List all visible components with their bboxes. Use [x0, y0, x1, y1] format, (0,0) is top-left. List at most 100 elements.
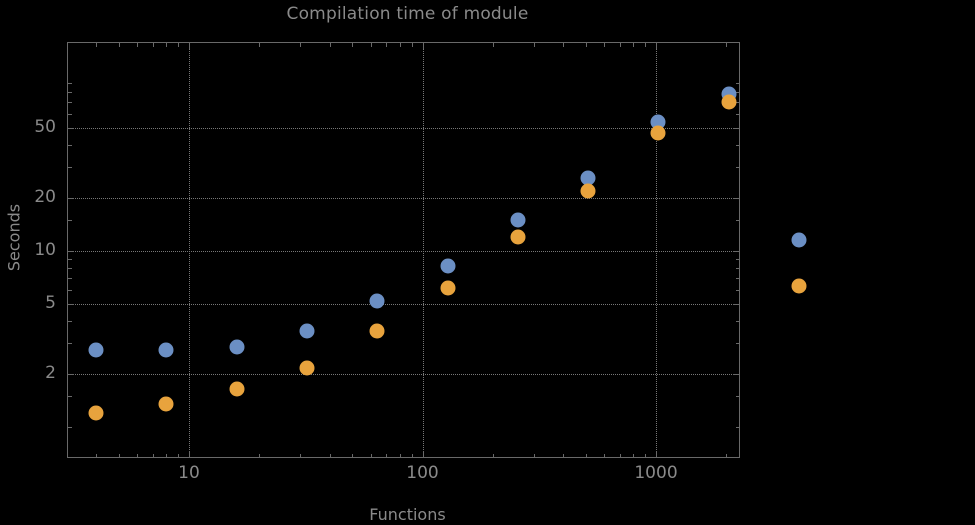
y-axis-tick: [67, 251, 74, 252]
data-point: [650, 125, 666, 141]
x-axis-minor-tick: [118, 42, 120, 47]
x-axis-minor-tick-bottom: [259, 453, 261, 458]
y-axis-minor-tick: [67, 321, 72, 323]
x-axis-minor-tick: [300, 42, 302, 47]
y-axis-minor-tick-right: [735, 321, 740, 323]
x-axis-minor-tick-bottom: [329, 453, 331, 458]
y-axis-title: Seconds: [4, 203, 24, 272]
x-axis-minor-tick: [645, 42, 647, 47]
x-axis-minor-tick: [399, 42, 401, 47]
y-axis-minor-tick-right: [735, 92, 740, 94]
data-point: [229, 339, 245, 355]
y-tick-label: 2: [45, 363, 56, 383]
y-axis-minor-tick-right: [735, 278, 740, 280]
x-axis-minor-tick-bottom: [96, 453, 98, 458]
gridline-vertical: [656, 42, 657, 458]
x-axis-minor-tick-bottom: [399, 453, 401, 458]
data-point: [299, 360, 315, 376]
x-axis-minor-tick: [166, 42, 168, 47]
y-axis-tick: [67, 128, 74, 129]
x-axis-minor-tick-bottom: [563, 453, 565, 458]
y-axis-minor-tick-right: [735, 83, 740, 85]
y-axis-minor-tick: [67, 92, 72, 94]
y-axis-tick: [67, 198, 74, 200]
x-axis-minor-tick-bottom: [533, 453, 535, 458]
x-axis-minor-tick: [178, 42, 180, 47]
x-axis-minor-tick: [259, 42, 261, 47]
x-axis-minor-tick-bottom: [137, 453, 139, 458]
data-point: [88, 342, 104, 358]
data-point: [580, 183, 596, 199]
y-axis-minor-tick: [67, 343, 72, 344]
gridline-horizontal: [67, 374, 740, 375]
x-axis-minor-tick-bottom: [585, 453, 587, 458]
data-point: [229, 381, 245, 397]
y-axis-tick: [67, 303, 74, 305]
data-point: [369, 293, 385, 309]
y-axis-minor-tick-right: [735, 290, 740, 292]
y-axis-minor-tick-right: [735, 114, 740, 116]
x-axis-minor-tick-bottom: [386, 453, 388, 458]
x-axis-minor-tick: [329, 42, 331, 47]
y-axis-minor-tick: [67, 259, 72, 261]
gridline-vertical: [422, 42, 424, 458]
y-axis-tick-right: [733, 128, 740, 129]
data-point: [369, 323, 385, 339]
y-tick-label: 10: [34, 240, 56, 260]
x-axis-title: Functions: [369, 505, 446, 524]
data-point: [440, 280, 456, 296]
y-axis-minor-tick-right: [735, 343, 740, 344]
x-axis-tick: [189, 42, 190, 49]
x-axis-minor-tick: [604, 42, 606, 47]
x-axis-minor-tick: [352, 42, 354, 47]
x-axis-minor-tick-bottom: [118, 453, 120, 458]
x-axis-minor-tick: [386, 42, 388, 47]
y-axis-minor-tick: [67, 102, 72, 104]
gridline-horizontal: [67, 128, 740, 129]
y-axis-minor-tick-right: [735, 268, 740, 270]
y-axis-tick-right: [733, 198, 740, 200]
data-point: [721, 94, 737, 110]
data-point: [158, 396, 174, 412]
x-axis-tick-bottom: [189, 451, 190, 458]
data-point: [299, 323, 315, 339]
y-axis-minor-tick: [67, 278, 72, 280]
y-axis-minor-tick: [67, 220, 72, 221]
x-axis-minor-tick-bottom: [166, 453, 168, 458]
x-axis-minor-tick-bottom: [352, 453, 354, 458]
x-axis-minor-tick-bottom: [619, 453, 621, 458]
y-axis-minor-tick-right: [735, 395, 740, 397]
data-point: [510, 212, 526, 228]
x-axis-minor-tick: [492, 42, 494, 47]
gridline-horizontal: [67, 251, 740, 252]
plot-gridlines-layer: [67, 42, 740, 458]
y-axis-minor-tick: [67, 268, 72, 270]
x-axis-minor-tick-bottom: [726, 453, 728, 458]
y-tick-label: 50: [34, 117, 56, 137]
y-axis-minor-tick-right: [735, 145, 740, 147]
x-axis-minor-tick-bottom: [645, 453, 647, 458]
x-axis-minor-tick-bottom: [604, 453, 606, 458]
x-axis-minor-tick-bottom: [370, 453, 372, 458]
x-axis-minor-tick-bottom: [178, 453, 180, 458]
y-axis-tick-right: [733, 303, 740, 305]
y-axis-minor-tick: [67, 83, 72, 85]
y-axis-minor-tick: [67, 167, 72, 169]
y-axis-minor-tick-right: [735, 220, 740, 221]
y-axis-minor-tick-right: [735, 102, 740, 104]
y-axis-minor-tick: [67, 426, 72, 428]
y-axis-minor-tick: [67, 145, 72, 147]
x-axis-minor-tick: [370, 42, 372, 47]
x-axis-tick: [422, 42, 424, 49]
x-axis-minor-tick: [96, 42, 98, 47]
y-tick-label: 5: [45, 292, 56, 313]
x-axis-minor-tick-bottom: [152, 453, 154, 458]
x-axis-tick-bottom: [422, 451, 424, 458]
gridline-horizontal: [67, 198, 740, 200]
x-axis-minor-tick: [726, 42, 728, 47]
x-axis-minor-tick: [137, 42, 139, 47]
y-axis-minor-tick: [67, 114, 72, 116]
chart-title: Compilation time of module: [286, 4, 529, 24]
x-axis-minor-tick-bottom: [492, 453, 494, 458]
plot-frame: [67, 42, 740, 458]
